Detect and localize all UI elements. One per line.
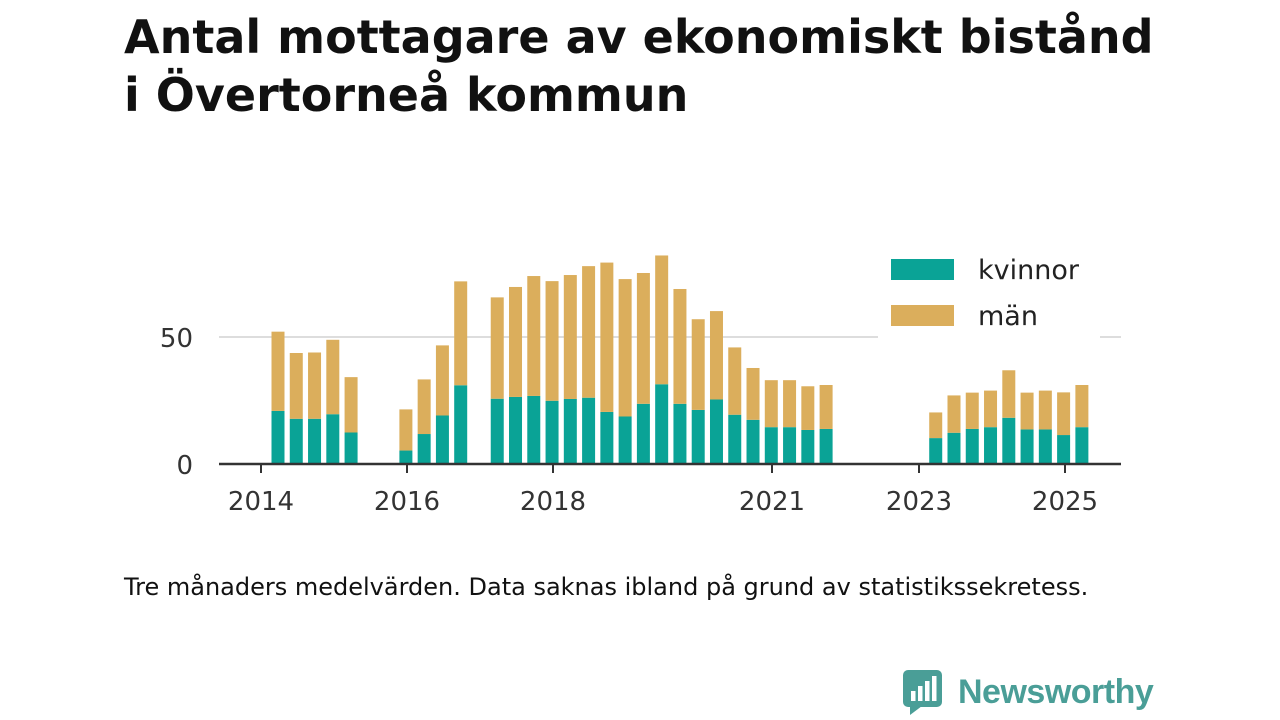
bar-man <box>600 262 614 412</box>
bar-kvinnor <box>1038 429 1052 464</box>
bar-kvinnor <box>308 418 322 464</box>
brand-name: Newsworthy <box>958 672 1154 711</box>
bar-kvinnor <box>600 411 614 464</box>
legend: kvinnor män <box>878 245 1100 340</box>
legend-label-kvinnor: kvinnor <box>978 255 1080 286</box>
bar-kvinnor <box>728 414 742 464</box>
bar-man <box>783 380 797 428</box>
chart-title-line1: Antal mottagare av ekonomiskt bistånd <box>124 10 1154 64</box>
bar-man <box>984 390 998 428</box>
x-tick-label: 2023 <box>886 487 952 517</box>
bar-man <box>655 255 669 385</box>
bar-kvinnor <box>399 450 413 464</box>
chart: 0 50 2014 2016 2018 2021 2023 2025 kvinnor män <box>159 245 1121 517</box>
bar-man <box>271 331 285 411</box>
bar-man <box>764 380 778 428</box>
bar-man <box>454 281 468 386</box>
axis-layer: 0 50 2014 2016 2018 2021 2023 2025 <box>160 324 1121 517</box>
bar-kvinnor <box>984 427 998 464</box>
bar-man <box>1002 370 1016 418</box>
chart-title-line2: i Övertorneå kommun <box>124 68 689 122</box>
legend-swatch-kvinnor <box>891 259 954 280</box>
bar-man <box>308 352 322 419</box>
bar-kvinnor <box>655 384 669 464</box>
bar-man <box>1057 392 1071 436</box>
bar-kvinnor <box>490 398 504 464</box>
bar-kvinnor <box>1020 429 1034 464</box>
bar-kvinnor <box>1057 435 1071 464</box>
bar-man <box>1020 392 1034 430</box>
x-tick-label: 2018 <box>520 487 586 517</box>
bar-man <box>344 377 358 433</box>
bar-man <box>509 286 523 397</box>
bar-kvinnor <box>545 400 559 464</box>
bar-kvinnor <box>527 395 541 464</box>
bar-kvinnor <box>582 397 596 464</box>
bar-kvinnor <box>764 427 778 464</box>
bar-kvinnor <box>344 432 358 464</box>
bar-kvinnor <box>1002 417 1016 464</box>
x-tick-label: 2025 <box>1032 487 1098 517</box>
bar-kvinnor <box>709 399 723 464</box>
bar-man <box>728 347 742 415</box>
bar-man <box>326 339 340 415</box>
y-tick-label: 0 <box>176 451 193 481</box>
y-tick-label: 50 <box>160 324 193 354</box>
bar-kvinnor <box>618 416 632 464</box>
bar-kvinnor <box>1075 427 1089 464</box>
bar-man <box>965 392 979 429</box>
brand-icon <box>903 670 942 715</box>
bar-man <box>527 276 541 396</box>
bar-kvinnor <box>417 434 431 464</box>
bar-man <box>636 272 650 404</box>
bar-kvinnor <box>673 403 687 464</box>
brand-logo: Newsworthy <box>902 668 1154 716</box>
bar-kvinnor <box>563 398 577 464</box>
chart-title: Antal mottagare av ekonomiskt bistånd i … <box>124 8 1224 124</box>
bar-man <box>435 345 449 416</box>
bar-kvinnor <box>947 432 961 464</box>
bar-man <box>947 395 961 433</box>
bar-man <box>545 281 559 401</box>
x-tick-label: 2014 <box>228 487 294 517</box>
bar-man <box>746 367 760 420</box>
bar-man <box>1075 385 1089 428</box>
bar-man <box>929 412 943 439</box>
bar-kvinnor <box>289 418 303 464</box>
bar-man <box>417 379 431 435</box>
bar-kvinnor <box>435 415 449 464</box>
bar-kvinnor <box>965 428 979 464</box>
bar-kvinnor <box>783 427 797 464</box>
bar-man <box>399 409 413 451</box>
bar-layer <box>271 255 1089 464</box>
bar-kvinnor <box>801 429 815 464</box>
bar-kvinnor <box>326 414 340 464</box>
x-tick-label: 2016 <box>374 487 440 517</box>
chart-note: Tre månaders medelvärden. Data saknas ib… <box>124 573 1089 601</box>
bar-kvinnor <box>746 419 760 464</box>
bar-man <box>582 266 596 398</box>
legend-swatch-man <box>891 305 954 326</box>
bar-man <box>709 311 723 400</box>
bar-kvinnor <box>636 403 650 464</box>
bar-man <box>618 279 632 417</box>
legend-label-man: män <box>978 301 1038 332</box>
x-tick-label: 2021 <box>739 487 805 517</box>
bar-kvinnor <box>271 410 285 464</box>
bar-man <box>673 288 687 404</box>
bar-kvinnor <box>509 396 523 464</box>
bar-man <box>289 353 303 419</box>
bar-man <box>801 386 815 430</box>
bar-man <box>563 275 577 399</box>
bar-kvinnor <box>454 385 468 464</box>
bar-man <box>490 297 504 399</box>
bar-man <box>1038 390 1052 430</box>
bar-man <box>819 385 833 429</box>
bar-kvinnor <box>691 409 705 464</box>
bar-kvinnor <box>929 438 943 464</box>
bar-man <box>691 319 705 410</box>
bar-kvinnor <box>819 428 833 464</box>
